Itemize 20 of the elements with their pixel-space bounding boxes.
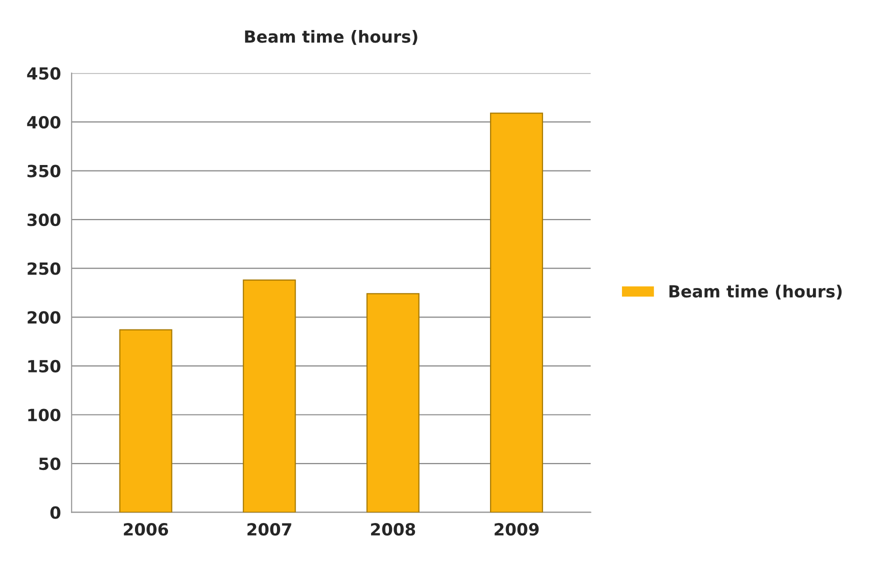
- y-tick-label: 50: [39, 458, 60, 470]
- y-tick-label: 200: [28, 311, 60, 324]
- y-tick-label: 300: [28, 214, 60, 226]
- legend-label: Beam time (hours): [669, 284, 842, 300]
- y-tick-label: 400: [27, 116, 60, 129]
- y-tick-label: 450: [27, 67, 60, 80]
- y-tick-label: 0: [50, 506, 60, 519]
- bar: [119, 329, 172, 512]
- bar: [490, 112, 544, 512]
- chart-title: Beam time (hours): [245, 30, 418, 45]
- x-tick-label: 2009: [494, 523, 539, 536]
- y-tick-label: 250: [28, 262, 60, 275]
- x-tick-label: 2008: [371, 523, 416, 536]
- bar: [242, 280, 296, 512]
- bar: [366, 293, 420, 512]
- x-tick-label: 2007: [247, 523, 292, 536]
- y-tick-label: 150: [28, 360, 60, 373]
- y-tick-label: 350: [28, 164, 60, 178]
- y-tick-label: 100: [28, 408, 60, 422]
- x-tick-label: 2006: [124, 523, 168, 536]
